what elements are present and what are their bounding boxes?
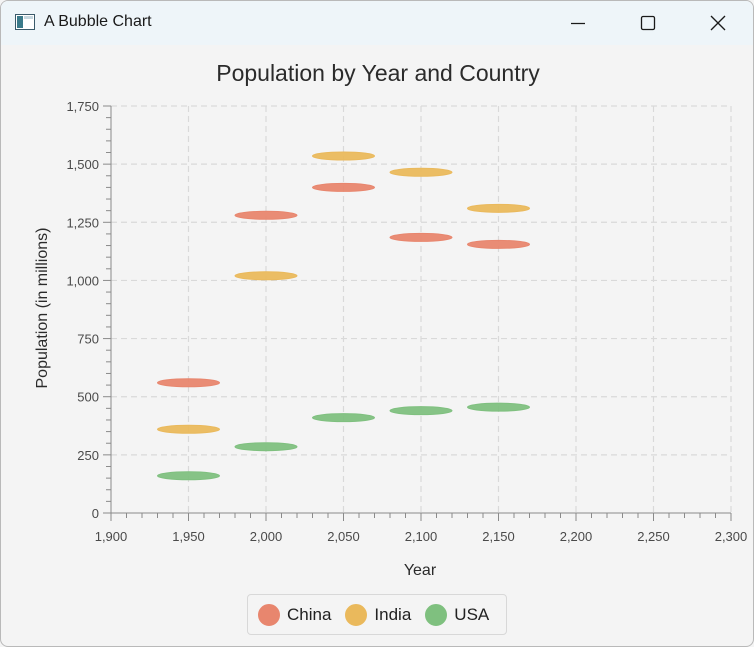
x-tick-label: 1,900	[95, 529, 128, 544]
y-tick-label: 1,000	[66, 273, 99, 288]
maximize-button[interactable]	[613, 1, 683, 45]
x-axis-label: Year	[404, 562, 437, 579]
bubble-chart: 1,900 1,950 2,000 2,050 2,100 2,150 2,200 2,250…	[34, 60, 748, 579]
bubble-usa[interactable]	[157, 471, 220, 481]
minimize-icon	[571, 22, 585, 25]
bubble-china[interactable]	[234, 210, 298, 220]
legend-label: USA	[454, 604, 490, 624]
x-tick-label: 2,300	[715, 529, 748, 544]
y-tick-label: 250	[77, 448, 99, 463]
bubble-usa[interactable]	[389, 406, 453, 416]
legend-item-china: China	[258, 603, 332, 626]
bubble-india[interactable]	[389, 167, 453, 177]
x-tick-label: 2,200	[560, 529, 593, 544]
x-tick-label: 2,150	[482, 529, 515, 544]
close-button[interactable]	[683, 1, 753, 45]
y-tick-label: 0	[92, 506, 99, 521]
x-tick-label: 2,050	[327, 529, 360, 544]
y-tick-label: 750	[77, 332, 99, 347]
chart-area: 1,900 1,950 2,000 2,050 2,100 2,150 2,200 2,250…	[1, 45, 753, 646]
bubble-india[interactable]	[467, 203, 530, 213]
bubble-china[interactable]	[312, 182, 375, 192]
chart-legend: China India USA	[247, 594, 507, 635]
bubble-india[interactable]	[234, 271, 298, 281]
bubble-china[interactable]	[157, 378, 220, 388]
minimize-button[interactable]	[543, 1, 613, 45]
y-axis-label: Population (in millions)	[34, 228, 51, 389]
window-title: A Bubble Chart	[44, 13, 152, 30]
title-bar[interactable]: A Bubble Chart	[1, 1, 753, 45]
java-app-icon	[15, 14, 35, 30]
bubble-usa[interactable]	[467, 402, 530, 412]
legend-swatch	[345, 603, 368, 626]
legend-label: India	[374, 604, 412, 624]
bubble-usa[interactable]	[312, 413, 375, 423]
chart-title: Population by Year and Country	[216, 60, 540, 86]
y-tick-label: 500	[77, 390, 99, 405]
bubble-india[interactable]	[312, 151, 375, 161]
bubble-india[interactable]	[157, 424, 220, 434]
y-tick-label: 1,250	[66, 215, 99, 230]
legend-label: China	[287, 604, 332, 624]
legend-item-india: India	[345, 603, 412, 626]
y-tick-label: 1,500	[66, 157, 99, 172]
legend-item-usa: USA	[425, 603, 490, 626]
legend-swatch	[258, 603, 280, 626]
x-tick-label: 2,000	[250, 529, 283, 544]
close-icon	[710, 15, 726, 31]
legend-swatch	[425, 603, 448, 626]
x-tick-label: 2,250	[637, 529, 670, 544]
maximize-icon	[640, 15, 656, 31]
x-tick-label: 2,100	[405, 529, 438, 544]
bubble-china[interactable]	[389, 232, 453, 242]
bubble-usa[interactable]	[234, 442, 298, 452]
y-tick-label: 1,750	[66, 99, 99, 114]
bubble-china[interactable]	[467, 239, 530, 249]
x-tick-label: 1,950	[172, 529, 205, 544]
